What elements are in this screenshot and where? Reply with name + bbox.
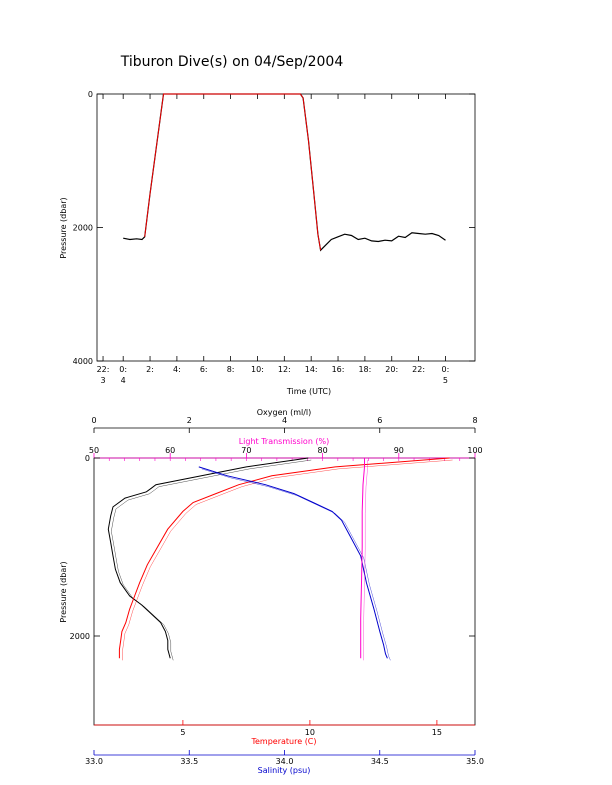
top-y-tick-label: 0 bbox=[88, 90, 93, 99]
top-x-tick-label: 22: bbox=[412, 365, 425, 374]
temperature-tick-label: 10 bbox=[305, 728, 315, 737]
bottom-y-tick-label: 0 bbox=[85, 454, 90, 463]
salinity-tick-label: 33.0 bbox=[85, 757, 103, 766]
top-x-tick-label: 12: bbox=[278, 365, 291, 374]
top-x-tick-sublabel: 3 bbox=[100, 376, 105, 385]
salinity-tick-label: 35.0 bbox=[466, 757, 484, 766]
top-plot-frame bbox=[96, 93, 476, 362]
top-x-tick-label: 6: bbox=[200, 365, 208, 374]
oxygen-tick-label: 0 bbox=[91, 416, 96, 425]
top-x-tick-label: 2: bbox=[146, 365, 154, 374]
bottom-y-axis-label: Pressure (dbar) bbox=[59, 561, 68, 622]
dive-profile-line-0 bbox=[123, 93, 446, 252]
dive-profile-line-1 bbox=[144, 93, 322, 251]
oxygen-tick-label: 4 bbox=[282, 416, 287, 425]
salinity-tick-label: 34.5 bbox=[371, 757, 389, 766]
oxygen-tick-label: 2 bbox=[187, 416, 192, 425]
chart-marks: 22:30:42: 4: 6: 8: 10: 12: 14: 16: 18: 20: 22: 0:50… bbox=[70, 90, 484, 766]
top-x-tick-sublabel: 4 bbox=[121, 376, 126, 385]
bottom-y-tick-label: 2000 bbox=[70, 632, 90, 641]
top-x-tick-label: 0: bbox=[119, 365, 127, 374]
top-x-tick-sublabel: 5 bbox=[443, 376, 448, 385]
top-x-tick-label: 0: bbox=[442, 365, 450, 374]
top-x-tick-label: 10: bbox=[251, 365, 264, 374]
salinity-tick-label: 33.5 bbox=[180, 757, 198, 766]
top-y-axis-label: Pressure (dbar) bbox=[59, 197, 68, 258]
top-x-tick-label: 4: bbox=[173, 365, 181, 374]
temperature-tick-label: 5 bbox=[180, 728, 185, 737]
light-transmission-tick-label: 60 bbox=[165, 446, 175, 455]
salinity-profile-line bbox=[198, 466, 388, 659]
light-transmission-tick-label: 90 bbox=[394, 446, 404, 455]
top-y-tick-label: 4000 bbox=[73, 357, 93, 366]
top-x-tick-label: 18: bbox=[358, 365, 371, 374]
top-x-tick-label: 16: bbox=[332, 365, 345, 374]
light-transmission-tick-label: 80 bbox=[318, 446, 328, 455]
temperature-tick-label: 15 bbox=[432, 728, 442, 737]
top-x-tick-label: 20: bbox=[385, 365, 398, 374]
salinity-axis-label: Salinity (psu) bbox=[258, 766, 311, 775]
temperature-profile-line-cast-2 bbox=[122, 459, 453, 661]
salinity-tick-label: 34.0 bbox=[276, 757, 294, 766]
light-transmission-axis-label: Light Transmission (%) bbox=[239, 437, 330, 446]
top-x-tick-label: 14: bbox=[305, 365, 318, 374]
temperature-axis-label: Temperature (C) bbox=[250, 737, 316, 746]
light_transmission-profile-line bbox=[360, 458, 365, 659]
oxygen-tick-label: 6 bbox=[377, 416, 382, 425]
top-x-tick-label: 22: bbox=[97, 365, 110, 374]
salinity-profile-line-cast-2 bbox=[201, 468, 391, 661]
temperature-profile-line bbox=[118, 457, 450, 659]
light-transmission-tick-label: 100 bbox=[467, 446, 482, 455]
top-x-tick-label: 8: bbox=[227, 365, 235, 374]
light_transmission-profile-line-cast-2 bbox=[363, 460, 368, 661]
oxygen-profile-line-cast-2 bbox=[111, 459, 312, 661]
top-y-tick-label: 2000 bbox=[73, 224, 93, 233]
oxygen-tick-label: 8 bbox=[472, 416, 477, 425]
oxygen-profile-line bbox=[107, 457, 309, 659]
light-transmission-tick-label: 50 bbox=[89, 446, 99, 455]
top-x-axis-label: Time (UTC) bbox=[286, 387, 331, 396]
chart-title: Tiburon Dive(s) on 04/Sep/2004 bbox=[120, 54, 344, 70]
light-transmission-tick-label: 70 bbox=[241, 446, 251, 455]
oxygen-axis-label: Oxygen (ml/l) bbox=[257, 408, 312, 417]
bottom-plot-frame bbox=[93, 457, 476, 726]
